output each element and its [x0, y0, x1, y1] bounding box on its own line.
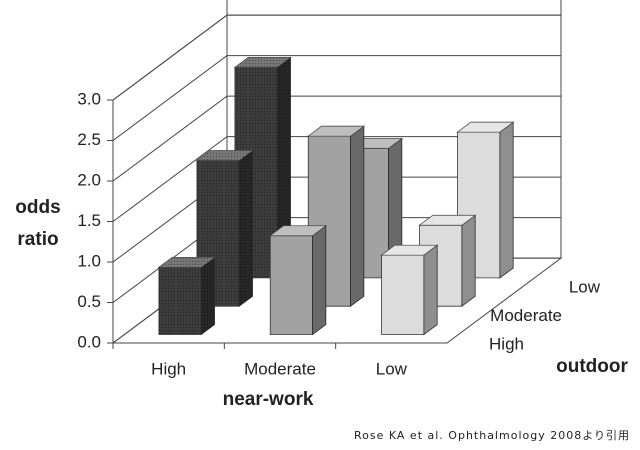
y-tick-label: 3.0	[77, 89, 101, 108]
x-tick-label: High	[151, 359, 186, 378]
grid-line	[112, 95, 561, 182]
z-tick-label: High	[489, 334, 524, 353]
grid-line	[112, 136, 561, 222]
bar-face	[456, 121, 515, 133]
y-tick-label: 2.0	[77, 170, 101, 189]
y-label-line: ratio	[17, 229, 58, 250]
bar-face	[269, 225, 328, 237]
y-label-line: odds	[15, 197, 60, 218]
z-tick-label: Low	[569, 278, 601, 297]
y-tick-label: 0.0	[77, 332, 101, 351]
bar-shade	[308, 126, 364, 137]
wall-edge	[112, 14, 561, 101]
bar-shade	[461, 215, 476, 307]
bar-shade	[381, 245, 438, 256]
bar-face	[307, 125, 366, 137]
y-tick-label: 2.5	[77, 130, 101, 149]
bar	[269, 224, 328, 336]
bar	[307, 125, 366, 308]
grid-line	[112, 55, 561, 141]
grid-line	[112, 14, 561, 101]
source-note: Rose KA et al. Ophthalmology 2008より引用	[354, 428, 630, 442]
bar-shade	[270, 225, 326, 236]
bar-shade	[457, 122, 514, 133]
bar-face	[418, 214, 477, 226]
x-axis-label: near-work	[223, 389, 314, 410]
bar-texture	[196, 150, 253, 161]
bar-shade	[499, 122, 514, 278]
bar-shade	[388, 138, 402, 278]
x-tick-label: Low	[376, 359, 408, 378]
bar-texture	[234, 57, 291, 68]
x-tick-label: Moderate	[244, 359, 316, 378]
y-tick-label: 1.0	[77, 251, 101, 270]
bar-texture	[277, 57, 291, 278]
bar-texture	[158, 267, 202, 335]
z-axis-label: outdoor	[556, 356, 628, 377]
bar-face	[381, 254, 425, 335]
bar-shade	[419, 215, 476, 226]
bar-shade	[423, 245, 438, 335]
z-tick-label: Moderate	[490, 306, 562, 325]
y-tick-label: 0.5	[77, 292, 101, 311]
bar-texture	[239, 150, 253, 307]
y-tick-label: 1.5	[77, 211, 101, 230]
bar-texture	[158, 257, 215, 268]
bar-face	[269, 235, 313, 335]
bar	[157, 256, 216, 336]
bar-texture	[201, 257, 215, 335]
bar	[380, 244, 439, 336]
bar-shade	[350, 126, 364, 307]
bar-face	[380, 244, 439, 256]
bar-shade	[312, 225, 326, 335]
